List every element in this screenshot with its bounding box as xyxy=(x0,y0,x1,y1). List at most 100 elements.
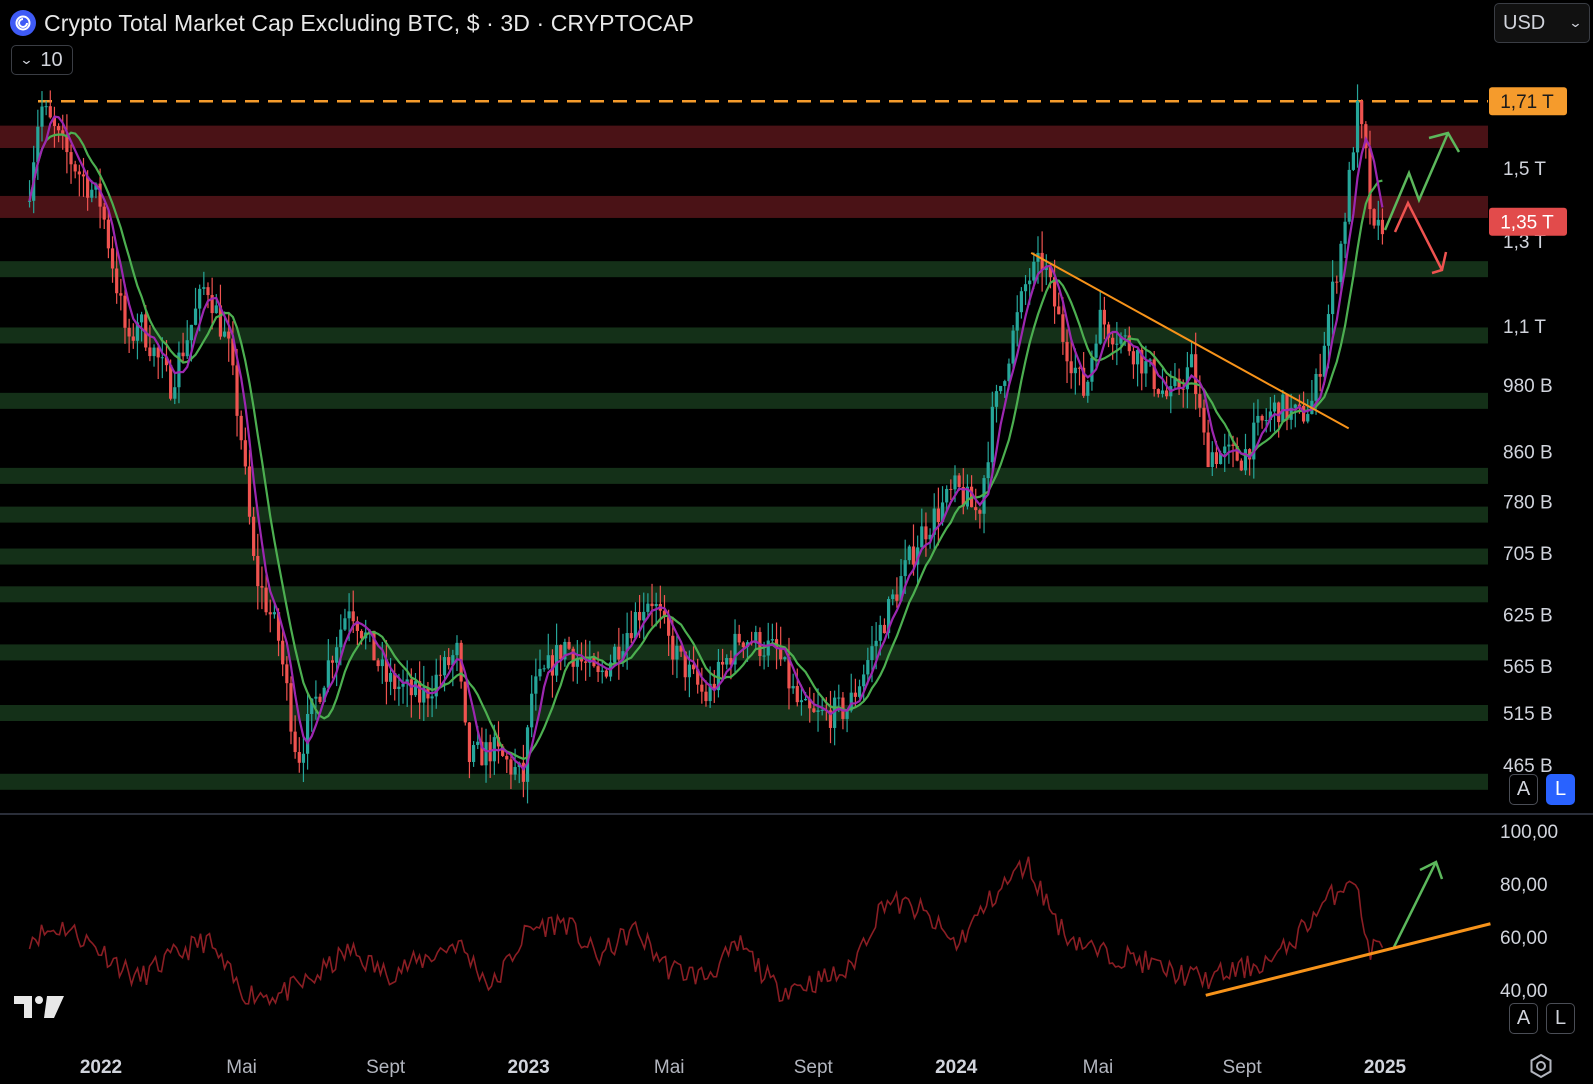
price-tag-label: 1,35 T xyxy=(1500,213,1554,234)
price-axis-label: 1,5 T xyxy=(1503,159,1546,180)
bullish-scenario-arrow[interactable] xyxy=(1383,132,1450,231)
candle xyxy=(982,475,986,534)
candle xyxy=(484,728,488,783)
price-axis-label: 780 B xyxy=(1503,492,1553,513)
price-axis-label: 1,1 T xyxy=(1503,317,1546,338)
candle xyxy=(1173,363,1177,390)
candle xyxy=(588,640,592,677)
candle xyxy=(123,284,127,344)
candle xyxy=(98,168,102,229)
candle xyxy=(683,651,687,691)
candle xyxy=(1256,399,1260,436)
support-zone[interactable] xyxy=(0,705,1488,721)
candle xyxy=(135,313,140,360)
support-zone[interactable] xyxy=(0,548,1488,565)
candle xyxy=(202,271,206,296)
candle xyxy=(48,90,52,119)
support-zone[interactable] xyxy=(0,586,1488,603)
candle xyxy=(1011,324,1015,370)
rsi-bullish-arrow[interactable] xyxy=(1392,861,1438,948)
candle xyxy=(235,348,239,437)
time-axis-label: Sept xyxy=(794,1057,834,1078)
support-zone[interactable] xyxy=(0,392,1488,409)
candle xyxy=(613,643,617,664)
time-axis-label: Mai xyxy=(1083,1057,1114,1078)
candle xyxy=(1061,297,1065,355)
ma-slow-line[interactable] xyxy=(28,131,1383,761)
support-zone[interactable] xyxy=(0,773,1488,790)
candle xyxy=(1360,99,1364,139)
candle xyxy=(1277,401,1281,438)
tradingview-logo[interactable] xyxy=(13,994,65,1025)
candle xyxy=(1098,291,1102,345)
candle xyxy=(73,160,77,179)
candle xyxy=(252,507,256,561)
support-zone[interactable] xyxy=(0,644,1488,661)
currency-select[interactable]: USD ⌄ xyxy=(1494,3,1590,43)
candle xyxy=(999,385,1003,394)
price-axis-label: 625 B xyxy=(1503,605,1553,626)
candle xyxy=(227,312,231,362)
candle xyxy=(422,665,426,721)
candle xyxy=(418,661,422,720)
candle xyxy=(326,639,330,693)
resistance-zone[interactable] xyxy=(0,125,1488,149)
rsi-support-trendline[interactable] xyxy=(1205,922,1491,997)
candle xyxy=(1165,376,1169,400)
rsi-line[interactable] xyxy=(28,856,1384,1007)
time-axis-label: 2023 xyxy=(507,1057,549,1078)
candle xyxy=(895,577,899,608)
candle xyxy=(646,593,650,619)
candle xyxy=(1015,295,1019,347)
indicator-collapse-button[interactable]: ⌄ 10 xyxy=(11,45,73,75)
candle xyxy=(808,687,812,723)
bearish-scenario-arrow[interactable] xyxy=(1393,200,1444,271)
candle xyxy=(505,750,509,773)
ma-fast-line[interactable] xyxy=(28,115,1384,771)
candle xyxy=(1210,441,1214,477)
candle xyxy=(1160,368,1165,398)
candle xyxy=(857,679,862,699)
descending-trendline[interactable] xyxy=(1030,251,1350,430)
candle xyxy=(1044,254,1048,286)
rsi-auto-scale-button[interactable]: A xyxy=(1509,1003,1538,1034)
candle xyxy=(1301,391,1306,424)
gear-icon[interactable] xyxy=(1528,1053,1554,1084)
support-zone[interactable] xyxy=(0,506,1488,523)
rsi-axis-label: 100,00 xyxy=(1500,822,1558,843)
candle xyxy=(849,673,853,713)
cryptocap-logo-icon xyxy=(10,10,36,36)
candle xyxy=(1069,339,1073,389)
candle xyxy=(920,508,924,548)
candle xyxy=(36,109,40,180)
candle xyxy=(1065,329,1069,384)
candle xyxy=(725,654,729,670)
candle xyxy=(467,721,472,779)
price-axis-label: 465 B xyxy=(1503,756,1553,777)
candle xyxy=(206,282,210,309)
auto-scale-button[interactable]: A xyxy=(1509,774,1538,805)
candle xyxy=(156,344,160,380)
candle xyxy=(388,658,393,696)
candle xyxy=(994,384,999,423)
chevron-down-icon: ⌄ xyxy=(1568,15,1583,30)
candle xyxy=(1268,396,1272,432)
resistance-zone[interactable] xyxy=(0,195,1488,218)
candle xyxy=(542,664,546,672)
candle xyxy=(1057,292,1061,315)
candle xyxy=(181,332,185,362)
support-zone[interactable] xyxy=(0,261,1488,278)
candle xyxy=(289,676,293,745)
rsi-log-scale-button[interactable]: L xyxy=(1546,1003,1575,1034)
candle xyxy=(438,655,442,689)
candle xyxy=(899,558,903,602)
candle xyxy=(700,667,704,704)
support-zone[interactable] xyxy=(0,467,1488,484)
candle xyxy=(1322,331,1326,385)
candle xyxy=(965,474,970,510)
candle xyxy=(1252,402,1256,479)
candle xyxy=(115,248,119,304)
candle xyxy=(119,278,123,311)
log-scale-button[interactable]: L xyxy=(1546,774,1575,805)
